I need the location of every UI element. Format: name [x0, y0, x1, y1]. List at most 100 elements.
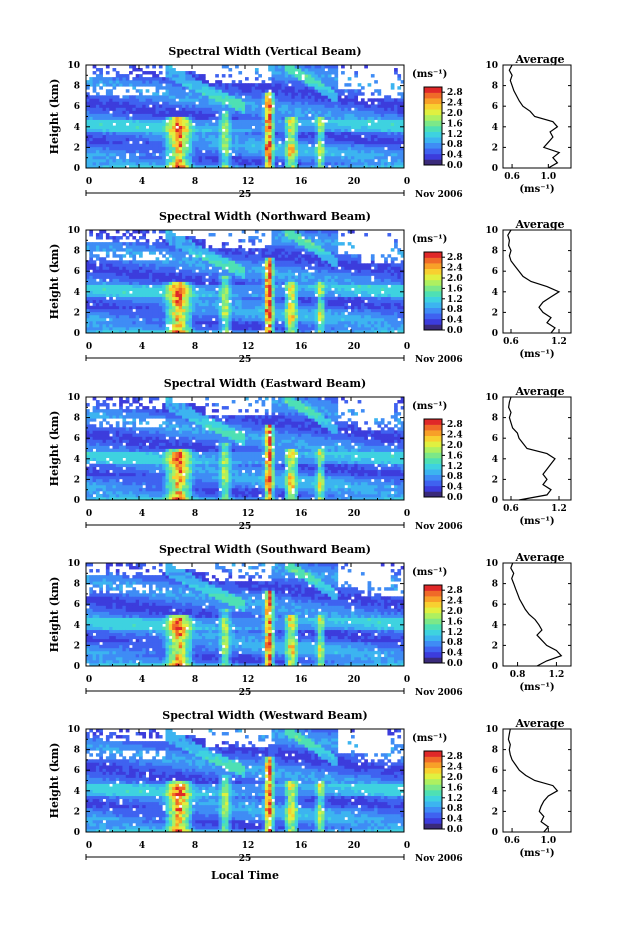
heatmap-cell [251, 329, 256, 334]
heatmap-cell [334, 143, 339, 148]
heatmap-cell [112, 68, 117, 72]
heatmap-cell [281, 308, 286, 313]
heatmap-cell [241, 98, 246, 102]
heatmap-cell [291, 308, 296, 313]
heatmap-cell [86, 86, 90, 90]
heatmap-cell [211, 143, 216, 148]
heatmap-cell [165, 125, 170, 130]
heatmap-cell [284, 98, 289, 102]
heatmap-cell [367, 83, 372, 87]
heatmap-cell [185, 122, 190, 126]
heatmap-cell [291, 98, 296, 102]
heatmap-cell [311, 104, 315, 108]
heatmap-cell [152, 101, 156, 105]
heatmap-cell [105, 128, 110, 133]
heatmap-cell [288, 119, 292, 123]
heatmap-cell [142, 290, 147, 295]
heatmap-cell [135, 248, 140, 252]
heatmap-cell [162, 296, 166, 301]
heatmap-cell [201, 122, 206, 126]
heatmap-cell [175, 299, 180, 304]
heatmap-cell [215, 98, 219, 102]
heatmap-cell [86, 329, 90, 334]
heatmap-cell [245, 251, 249, 255]
heatmap-cell [175, 251, 180, 255]
heatmap-cell [205, 104, 209, 108]
heatmap-cell [341, 158, 345, 163]
heatmap-cell [380, 155, 385, 160]
heatmap-cell [238, 251, 243, 255]
heatmap-cell [148, 83, 153, 87]
heatmap-cell [168, 143, 173, 148]
heatmap-cell [351, 104, 355, 108]
heatmap-cell [198, 98, 203, 102]
heatmap-cell [387, 125, 392, 130]
heatmap-cell [158, 83, 163, 87]
heatmap-cell [245, 137, 249, 142]
heatmap-cell [102, 95, 107, 99]
heatmap-cell [321, 98, 325, 102]
heatmap-cell [317, 164, 322, 169]
heatmap-cell [268, 311, 272, 316]
heatmap-cell [86, 98, 90, 102]
heatmap-cell [195, 311, 200, 316]
heatmap-cell [288, 143, 292, 148]
heatmap-cell [304, 164, 309, 169]
heatmap-cell [122, 77, 127, 81]
heatmap-cell [198, 128, 203, 133]
heatmap-cell [221, 275, 226, 279]
heatmap-cell [261, 119, 266, 123]
heatmap-cell [400, 80, 405, 84]
heatmap-cell [281, 164, 286, 169]
heatmap-cell [172, 263, 176, 267]
heatmap-cell [254, 95, 259, 99]
heatmap-cell [291, 329, 296, 334]
heatmap-cell [162, 290, 166, 295]
heatmap-cell [135, 74, 140, 78]
heatmap-cell [145, 89, 150, 93]
heatmap-cell [115, 323, 120, 328]
heatmap-cell [400, 122, 405, 126]
heatmap-cell [278, 95, 282, 99]
heatmap-cell [291, 311, 296, 316]
heatmap-cell [188, 326, 193, 331]
heatmap-cell [109, 305, 113, 310]
heatmap-cell [301, 242, 306, 246]
heatmap-cell [245, 146, 249, 151]
heatmap-cell [115, 80, 120, 84]
heatmap-cell [188, 245, 193, 249]
heatmap-cell [95, 95, 100, 99]
heatmap-cell [132, 125, 137, 130]
heatmap-cell [334, 125, 339, 130]
panel-1: Spectral Width (Vertical Beam)0246810Hei… [48, 45, 572, 200]
heatmap-cell [142, 308, 147, 313]
heatmap-cell [109, 281, 113, 285]
heatmap-cell [354, 92, 359, 96]
heatmap-cell [291, 248, 296, 252]
heatmap-cell [102, 269, 107, 273]
heatmap-cell [165, 134, 170, 139]
heatmap-cell [261, 110, 266, 114]
heatmap-cell [102, 164, 107, 169]
heatmap-cell [125, 128, 130, 133]
heatmap-cell [231, 98, 236, 102]
heatmap-cell [258, 95, 262, 99]
heatmap-cell [228, 110, 233, 114]
heatmap-cell [268, 140, 272, 145]
heatmap-cell [109, 95, 113, 99]
heatmap-cell [311, 131, 315, 136]
heatmap-cell [168, 308, 173, 313]
heatmap-cell [99, 140, 103, 145]
heatmap-cell [268, 146, 272, 151]
heatmap-cell [231, 290, 236, 295]
heatmap-cell [152, 284, 156, 288]
heatmap-cell [158, 269, 163, 273]
heatmap-cell [281, 161, 286, 166]
heatmap-cell [168, 125, 173, 130]
heatmap-cell [119, 242, 123, 246]
heatmap-cell [281, 254, 286, 258]
heatmap-cell [288, 125, 292, 130]
heatmap-cell [125, 245, 130, 249]
heatmap-cell [135, 155, 140, 160]
heatmap-cell [341, 116, 345, 120]
